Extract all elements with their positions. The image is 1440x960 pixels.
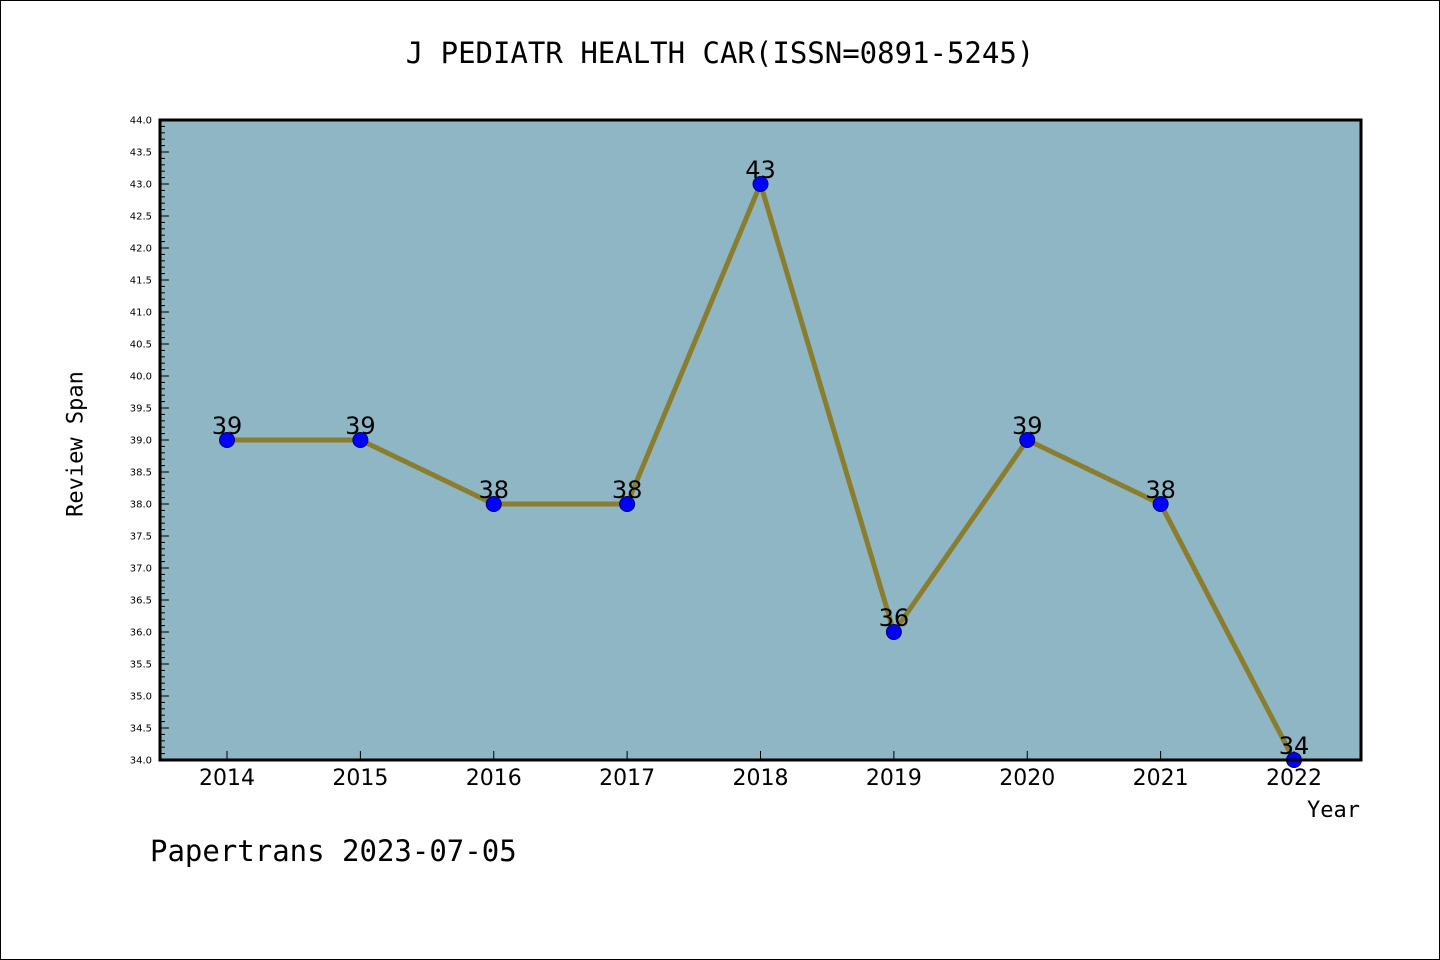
x-tick-label: 2018 bbox=[733, 766, 789, 791]
x-tick-label: 2017 bbox=[599, 766, 655, 791]
data-point bbox=[619, 496, 636, 512]
data-point bbox=[752, 176, 769, 192]
y-tick-label: 44.0 bbox=[130, 116, 152, 127]
y-tick-label: 39.0 bbox=[130, 436, 152, 447]
y-tick-label: 37.5 bbox=[130, 532, 152, 543]
data-point bbox=[219, 432, 235, 448]
y-tick-label: 43.0 bbox=[130, 180, 152, 191]
y-tick-label: 38.5 bbox=[130, 468, 152, 479]
data-label: 38 bbox=[478, 476, 509, 504]
y-tick-label: 42.5 bbox=[130, 212, 152, 223]
data-point bbox=[1019, 432, 1036, 448]
y-tick-label: 43.5 bbox=[130, 148, 152, 159]
chart-title: J PEDIATR HEALTH CAR(ISSN=0891-5245) bbox=[405, 36, 1035, 70]
x-tick-label: 2022 bbox=[1266, 766, 1322, 791]
data-label: 43 bbox=[745, 156, 776, 184]
y-tick-label: 41.0 bbox=[130, 308, 152, 319]
x-axis-label: Year bbox=[1307, 798, 1360, 823]
x-tick-label: 2016 bbox=[466, 766, 522, 791]
data-label: 36 bbox=[879, 604, 910, 632]
y-tick-label: 37.0 bbox=[130, 564, 152, 575]
y-tick-label: 40.0 bbox=[130, 372, 152, 383]
data-point bbox=[1152, 496, 1169, 512]
data-label: 38 bbox=[612, 476, 643, 504]
data-label: 38 bbox=[1145, 476, 1176, 504]
y-tick-label: 38.0 bbox=[130, 500, 152, 511]
y-tick-label: 40.5 bbox=[130, 340, 152, 351]
x-tick-label: 2020 bbox=[999, 766, 1055, 791]
y-tick-label: 35.0 bbox=[130, 692, 152, 703]
x-tick-label: 2014 bbox=[199, 766, 255, 791]
x-tick-label: 2021 bbox=[1133, 766, 1189, 791]
data-point bbox=[485, 496, 502, 512]
y-tick-label: 36.0 bbox=[130, 628, 152, 639]
footer-watermark: Papertrans 2023-07-05 bbox=[150, 834, 517, 868]
data-label: 39 bbox=[212, 412, 243, 440]
data-point bbox=[352, 432, 369, 448]
y-tick-label: 34.0 bbox=[130, 756, 152, 767]
data-label: 34 bbox=[1279, 732, 1310, 760]
y-tick-label: 35.5 bbox=[130, 660, 152, 671]
plot-border bbox=[158, 118, 1363, 762]
y-tick-label: 39.5 bbox=[130, 404, 152, 415]
data-label: 39 bbox=[1012, 412, 1043, 440]
data-label: 39 bbox=[345, 412, 376, 440]
y-tick-label: 42.0 bbox=[130, 244, 152, 255]
data-point bbox=[885, 624, 902, 640]
y-tick-label: 36.5 bbox=[130, 596, 152, 607]
x-tick-label: 2019 bbox=[866, 766, 922, 791]
x-tick-label: 2015 bbox=[332, 766, 388, 791]
y-tick-label: 41.5 bbox=[130, 276, 152, 287]
y-tick-label: 34.5 bbox=[130, 724, 152, 735]
